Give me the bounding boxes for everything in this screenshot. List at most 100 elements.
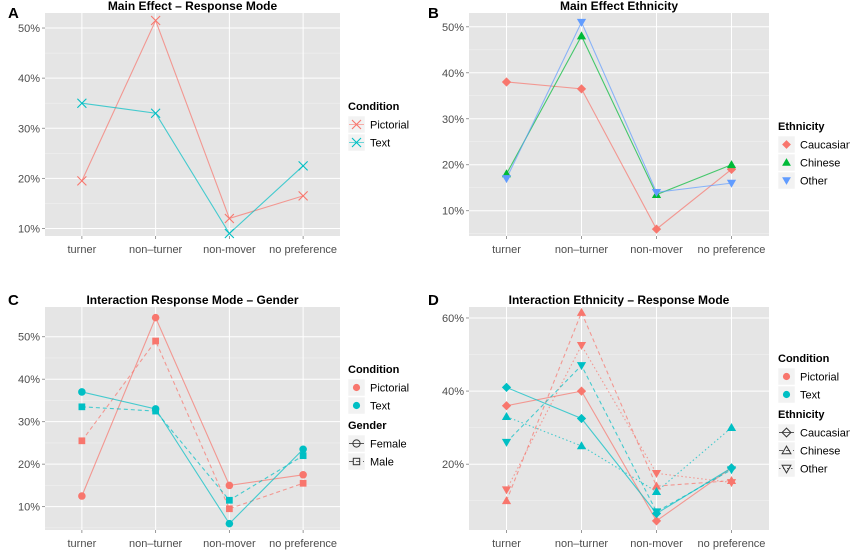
series-line-text-male: [81, 406, 304, 501]
y-tick-label: 10%: [18, 223, 40, 235]
x-tick-label-non-turner: non–turner: [129, 244, 183, 256]
chart-title: Interaction Response Mode – Gender: [86, 293, 298, 307]
legend-title-condition: Condition: [778, 353, 830, 365]
legend-label-male: Male: [370, 457, 394, 469]
point-pictorial-male-no-preference: [299, 479, 307, 487]
point-pictorial-other-non-mover: [651, 469, 662, 478]
panel-label: B: [428, 5, 439, 22]
legend-marker-text: [782, 390, 791, 399]
legend-label-chinese: Chinese: [800, 446, 840, 458]
point-pictorial-non-mover: [224, 213, 235, 224]
y-tick-label: 30%: [442, 114, 464, 126]
legend-label-pictorial: Pictorial: [370, 120, 409, 132]
legend-label-other: Other: [800, 464, 828, 476]
y-tick-label: 40%: [18, 73, 40, 85]
point-text-caucasian-turner: [501, 382, 512, 393]
legend-label-caucasian: Caucasian: [800, 140, 850, 152]
point-chinese-no-preference: [726, 160, 737, 169]
series-line-caucasian: [506, 81, 732, 230]
legend-marker-text: [352, 401, 361, 410]
series-line-pictorial-female: [81, 316, 304, 497]
x-tick-label-non-turner: non–turner: [555, 244, 609, 256]
y-tick-label: 50%: [18, 332, 40, 344]
point-text-male-turner: [78, 403, 86, 411]
point-pictorial-other-no-preference: [726, 479, 737, 488]
point-pictorial-caucasian-non-turner: [576, 386, 587, 396]
point-pictorial-caucasian-non-mover: [651, 516, 662, 526]
chart-title: Main Effect – Response Mode: [108, 0, 278, 13]
series-line-text-caucasian: [506, 386, 732, 515]
y-tick-label: 10%: [18, 502, 40, 514]
series-line-pictorial: [81, 19, 304, 220]
series-line-text-other: [506, 364, 732, 513]
legend-title-ethnicity: Ethnicity: [778, 409, 825, 421]
x-tick-label-no-preference: no preference: [269, 538, 337, 550]
legend-label-text: Text: [800, 390, 820, 402]
point-pictorial-chinese-non-mover: [651, 481, 662, 490]
series-line-text-female: [81, 391, 304, 525]
y-tick-label: 10%: [442, 206, 464, 218]
point-pictorial-caucasian-turner: [501, 401, 512, 411]
point-text-chinese-no-preference: [726, 423, 737, 431]
point-pictorial-male-turner: [78, 437, 86, 445]
point-caucasian-non-turner: [576, 84, 587, 94]
y-tick-label: 60%: [442, 313, 464, 325]
point-text-female-turner: [78, 388, 86, 396]
plot-background: [45, 307, 340, 530]
point-text-other-non-mover: [651, 508, 662, 517]
y-tick-label: 40%: [442, 386, 464, 398]
legend-marker-chinese: [782, 158, 791, 166]
y-tick-label: 20%: [442, 459, 464, 471]
point-caucasian-turner: [501, 77, 512, 87]
point-pictorial-female-turner: [78, 492, 86, 500]
point-other-no-preference: [726, 179, 737, 188]
y-tick-label: 40%: [442, 68, 464, 80]
point-text-chinese-turner: [501, 412, 512, 421]
y-tick-label: 50%: [18, 23, 40, 35]
panel-label: D: [428, 292, 439, 309]
y-tick-label: 20%: [442, 160, 464, 172]
chart-title: Interaction Ethnicity – Response Mode: [509, 293, 730, 307]
point-pictorial-female-non-turner: [151, 313, 160, 322]
point-text-no-preference: [298, 160, 309, 171]
legend-label-pictorial: Pictorial: [370, 383, 409, 395]
point-pictorial-female-non-mover: [225, 481, 234, 490]
legend-title-gender: Gender: [348, 420, 387, 432]
series-line-chinese: [506, 34, 732, 196]
point-text-male-no-preference: [299, 452, 307, 460]
legend-title-condition: Condition: [348, 364, 400, 376]
series-line-text-chinese: [506, 416, 732, 493]
legend-marker-text: [351, 137, 362, 148]
series-line-pictorial-male: [81, 339, 304, 510]
point-pictorial-turner: [76, 175, 87, 186]
y-tick-label: 50%: [442, 22, 464, 34]
panel-d: 20% 40% 60% turner non–turner non-mover no pre…: [428, 292, 850, 550]
x-tick-label-non-mover: non-mover: [630, 244, 683, 256]
x-tick-label-no-preference: no preference: [698, 244, 766, 256]
x-tick-label-non-mover: non-mover: [203, 538, 256, 550]
plot-area: [76, 15, 309, 239]
plot-area: [501, 18, 737, 234]
legend-marker-male: [352, 457, 361, 466]
legend-marker-caucasian: [782, 140, 791, 149]
legend-label-caucasian: Caucasian: [800, 428, 850, 440]
point-other-turner: [501, 175, 512, 184]
series-line-text: [81, 102, 304, 235]
y-tick-label: 20%: [18, 459, 40, 471]
legend-title-ethnicity: Ethnicity: [778, 121, 825, 133]
panel-c: 10% 20% 30% 40% 50% turner non–turner non-mover…: [8, 292, 409, 550]
point-pictorial-chinese-turner: [501, 496, 512, 505]
point-caucasian-non-mover: [651, 224, 662, 234]
x-tick-label-non-turner: non–turner: [555, 538, 609, 550]
point-text-other-turner: [501, 438, 512, 447]
x-tick-label-non-mover: non-mover: [630, 538, 683, 550]
legend-label-text: Text: [370, 401, 390, 413]
panel-label: C: [8, 292, 19, 309]
point-text-non-mover: [224, 228, 235, 239]
point-text-female-no-preference: [299, 445, 307, 454]
legend-label-chinese: Chinese: [800, 158, 840, 170]
x-tick-label-non-turner: non–turner: [129, 538, 183, 550]
plot-area: [78, 313, 307, 528]
y-tick-label: 30%: [18, 417, 40, 429]
